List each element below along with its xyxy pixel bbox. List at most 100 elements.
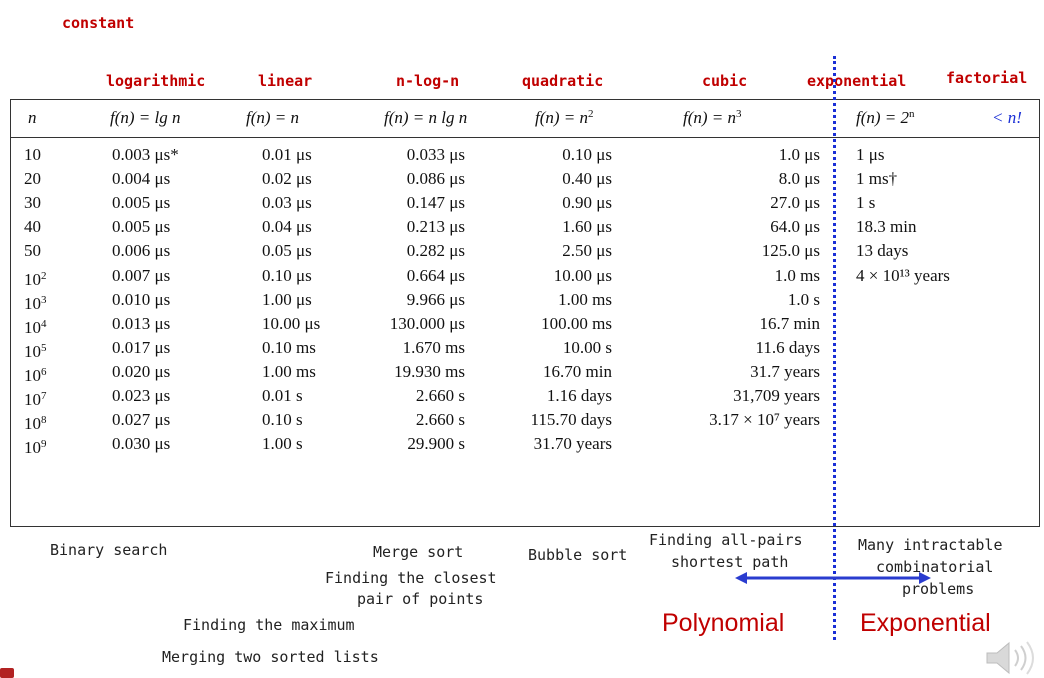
cell-lg: 0.017 μs <box>112 337 171 357</box>
cell-n-base: 10 <box>24 293 41 313</box>
cell-lin: 0.10 ms <box>262 337 316 357</box>
cell-quad: 0.40 μs <box>562 169 612 189</box>
cell-n-exp: 5 <box>41 341 47 354</box>
cell-lg: 0.005 μs <box>112 217 171 237</box>
cell-cub: 64.0 μs <box>770 217 820 237</box>
cell-lin: 1.00 μs <box>262 289 312 309</box>
note-all-pairs-line1: Finding all-pairs <box>649 531 803 549</box>
cell-quad: 16.70 min <box>543 361 612 381</box>
cell-n-exp: 3 <box>41 293 47 306</box>
cell-nlg: 0.664 μs <box>406 265 465 285</box>
cell-nlg: 130.000 μs <box>389 313 465 333</box>
cell-nlg: 0.282 μs <box>406 241 465 261</box>
header-quadratic-base: f(n) = n <box>535 108 589 127</box>
cell-cub: 16.7 min <box>759 313 820 333</box>
cell-n: 50 <box>24 241 41 261</box>
cell-n: 40 <box>24 217 41 237</box>
cell-quad: 115.70 days <box>530 410 612 430</box>
cell-nlg: 0.086 μs <box>406 169 465 189</box>
cell-cub: 1.0 μs <box>778 145 820 164</box>
cell-n: 105 <box>24 338 47 362</box>
cell-exp: 1 ms† <box>856 169 898 189</box>
cell-n: 20 <box>24 169 41 189</box>
cell-n-base: 10 <box>24 390 41 409</box>
cell-n: 30 <box>24 193 41 213</box>
cell-quad: 1.16 days <box>546 386 612 405</box>
note-finding-max: Finding the maximum <box>183 616 355 634</box>
region-polynomial: Polynomial <box>662 609 785 637</box>
note-merging-lists: Merging two sorted lists <box>162 648 379 666</box>
cell-nlg: 9.966 μs <box>406 289 465 309</box>
cell-lg: 0.005 μs <box>112 193 171 213</box>
cell-lg: 0.010 μs <box>112 289 171 309</box>
cell-n-base: 10 <box>24 414 41 434</box>
cell-lg: 0.007 μs <box>112 265 171 285</box>
header-exponential-base: f(n) = 2 <box>856 108 910 127</box>
cell-cub: 11.6 days <box>755 337 820 357</box>
cell-exp: 13 days <box>856 241 909 261</box>
cell-lg: 0.006 μs <box>112 241 171 261</box>
category-nlogn: n-log-n <box>396 72 460 90</box>
cell-quad: 1.00 ms <box>558 289 612 309</box>
header-separator <box>10 137 1040 138</box>
cell-nlg: 0.147 μs <box>406 193 465 213</box>
header-n: n <box>28 108 37 127</box>
cell-n: 102 <box>24 266 47 290</box>
cell-n: 10 <box>24 145 41 164</box>
cell-n: 104 <box>24 314 47 338</box>
header-factorial: < n! <box>992 108 1022 127</box>
cell-quad: 10.00 s <box>562 337 612 357</box>
cell-lin: 0.04 μs <box>262 217 312 237</box>
cell-n-base: 10 <box>24 317 41 337</box>
cell-cub: 27.0 μs <box>770 193 820 213</box>
note-intractable-line2: combinatorial <box>876 558 994 576</box>
cell-nlg: 2.660 s <box>415 386 465 405</box>
header-lg: f(n) = lg n <box>110 108 181 127</box>
category-factorial: factorial <box>946 69 1028 87</box>
cell-lg: 0.020 μs <box>112 361 171 381</box>
category-cubic: cubic <box>702 72 748 90</box>
cell-lg: 0.004 μs <box>112 169 171 189</box>
cell-lin: 0.01 s <box>262 386 303 405</box>
note-bubble-sort: Bubble sort <box>528 546 628 564</box>
cell-quad: 10.00 μs <box>553 265 612 285</box>
note-binary-search: Binary search <box>50 541 168 559</box>
speaker-icon[interactable] <box>985 640 1039 676</box>
cell-lin: 0.02 μs <box>262 169 312 189</box>
cell-nlg: 19.930 ms <box>394 361 465 381</box>
cell-quad: 0.90 μs <box>562 193 612 213</box>
cell-n-exp: 4 <box>41 317 47 330</box>
header-quadratic: f(n) = n2 <box>535 108 594 128</box>
double-arrow <box>735 572 931 584</box>
cell-exp: 18.3 min <box>856 217 917 237</box>
cell-exp: 1 μs <box>856 145 885 164</box>
cell-n-base: 10 <box>24 438 41 458</box>
header-cubic-base: f(n) = n <box>683 108 737 127</box>
header-linear: f(n) = n <box>246 108 300 127</box>
cell-n: 109 <box>24 434 47 458</box>
cell-n-exp: 8 <box>41 414 47 427</box>
cell-quad: 0.10 μs <box>562 145 612 164</box>
cell-cub: 3.17 × 10⁷ years <box>709 410 820 430</box>
cell-cub: 1.0 ms <box>774 265 820 285</box>
cell-quad: 31.70 years <box>533 434 612 454</box>
logo-icon <box>0 668 14 678</box>
cell-cub: 31.7 years <box>750 361 820 381</box>
cell-lg: 0.003 μs* <box>112 145 179 164</box>
cell-lin: 0.01 μs <box>262 145 312 164</box>
cell-exp: 4 × 10¹³ years <box>856 265 950 285</box>
cell-cub: 1.0 s <box>787 289 820 309</box>
complexity-table <box>10 99 1040 527</box>
cell-n: 103 <box>24 290 47 314</box>
polynomial-exponential-divider <box>833 56 836 640</box>
cell-cub: 31,709 years <box>733 386 820 405</box>
cell-nlg: 0.033 μs <box>406 145 465 164</box>
header-exponential: f(n) = 2n <box>856 108 915 128</box>
cell-n-base: 10 <box>24 269 41 289</box>
cell-lg: 0.027 μs <box>112 410 171 430</box>
region-exponential: Exponential <box>860 609 991 637</box>
note-closest-pair-line2: pair of points <box>357 590 484 608</box>
cell-n-base: 10 <box>24 365 41 385</box>
header-nlogn: f(n) = n lg n <box>384 108 468 127</box>
cell-n-exp: 7 <box>41 390 47 402</box>
